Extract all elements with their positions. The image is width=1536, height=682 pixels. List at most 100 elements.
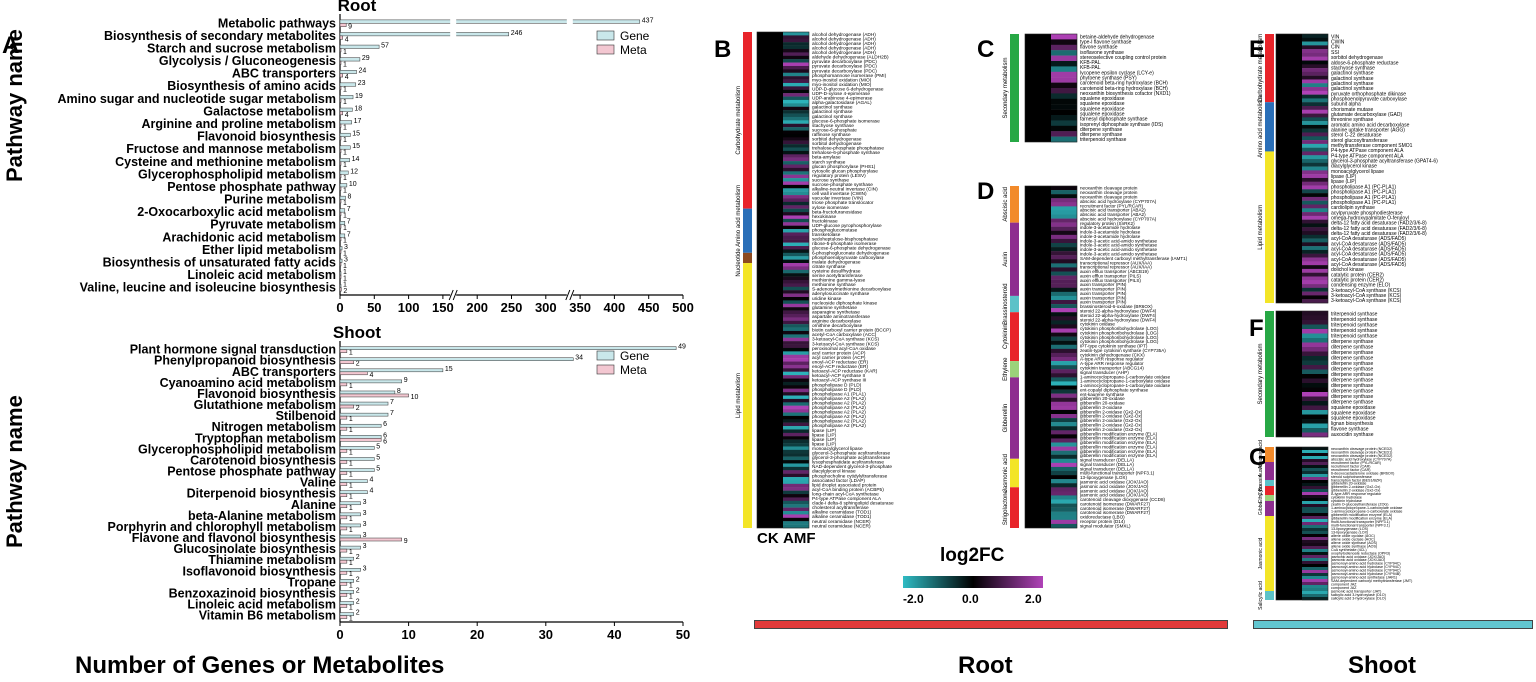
heatmap-cell — [1302, 223, 1328, 228]
heatmap-cell — [783, 208, 809, 213]
meta-bar — [339, 349, 348, 353]
gene-label: neoxanthin cleavage protein (NCED2) — [1331, 454, 1392, 458]
gene-label: A-type ARR response regulator — [1331, 492, 1382, 496]
gene-label: VIN — [1331, 34, 1340, 40]
meta-bar — [339, 123, 342, 128]
x-tick-label: 50 — [367, 300, 381, 315]
gene-label: gibberellin 2-oxidase (Gx2-Ox) — [1080, 418, 1143, 423]
heatmap-cell — [1051, 357, 1077, 362]
gene-label: neutral ceramidase (NCER) — [812, 519, 871, 525]
gene-value-label: 7 — [347, 219, 351, 226]
category-label: Glucosinolate biosynthesis — [173, 542, 336, 556]
heatmap-cell — [1051, 190, 1077, 195]
heatmap-cell — [1051, 283, 1077, 288]
gene-label: glutamate decarboxylase (GAD) — [1331, 112, 1402, 118]
gene-label: phospholipase A2 (PLA2) — [812, 423, 866, 429]
gene-label: alcohol dehydrogenase (ADH) — [812, 41, 876, 47]
legend-gene-swatch — [596, 30, 615, 41]
gene-label: 13-lipoxygenase (LOX) — [1331, 530, 1368, 534]
gene-label: triterpenoid synthase — [1331, 328, 1378, 334]
heatmap-cell — [1302, 71, 1328, 76]
category-label: Valine, leucine and isoleucine biosynthe… — [80, 281, 336, 295]
heatmap-cell — [1051, 109, 1077, 116]
gene-label: gibberellin modification enzyme (ELA) — [1080, 440, 1158, 445]
heatmap-cell — [1302, 423, 1328, 429]
gene-label: aldose-6-phosphate reductase — [1331, 60, 1399, 66]
gene-label: jasmonoyl-amino acid hydrolase (CYP94C) — [1330, 569, 1401, 573]
gene-label: ornithine decarboxylase — [812, 323, 863, 329]
ck-column — [1276, 311, 1302, 437]
gene-label: lysophosphatidate acyltransferase — [812, 460, 884, 466]
gene-bar — [339, 368, 444, 373]
gene-label: arginine decarboxylase — [812, 319, 861, 325]
heatmap-cell — [1302, 555, 1328, 559]
heatmap-cell — [1302, 567, 1328, 571]
gene-label: indole-3-acetic acid-amido synthetase — [1080, 243, 1158, 248]
heatmap-cell — [783, 252, 809, 257]
heatmap-cell — [1051, 194, 1077, 199]
heatmap-cell — [1302, 87, 1328, 92]
meta-value-label: 1 — [349, 593, 353, 600]
category-label: Ether lipid metabolism — [202, 243, 336, 257]
gene-label: oxidoreductase (LBO) — [1080, 515, 1125, 520]
heatmap-cell — [1302, 212, 1328, 217]
heatmap-cell — [1051, 426, 1077, 431]
gene-value-label: 15 — [445, 366, 453, 373]
heatmap-cell — [783, 334, 809, 338]
heatmap-cell — [783, 371, 809, 376]
heatmap-cell — [1051, 361, 1077, 366]
gene-label: squalene epoxidase — [1080, 96, 1125, 102]
gene-label: gibberellin modification enzyme (ELA) — [1080, 431, 1158, 436]
gene-label: acyl-CoA desaturase (ADS/FAD5) — [1331, 241, 1406, 247]
gene-label: lipase (LIP) — [812, 432, 837, 438]
category-label: Glycerophospholipid metabolism — [138, 167, 336, 181]
heatmap-cell — [783, 286, 809, 291]
category-label: Plant hormone signal transduction — [130, 343, 336, 357]
gene-label: pyruvate decarboxylase (PDC) — [812, 68, 877, 74]
heatmap-cell — [1302, 272, 1328, 277]
heatmap-cell — [783, 439, 809, 444]
heatmap-cell — [783, 317, 809, 321]
heatmap-cell — [1051, 98, 1077, 105]
gene-label: gibberellin modification enzyme (ELA) — [1080, 453, 1158, 458]
gene-label: squalene epoxidase — [1331, 416, 1376, 422]
heatmap-cell — [783, 415, 809, 420]
category-label: Biosynthesis of secondary metabolites — [104, 29, 336, 43]
meta-value-label: 1 — [349, 549, 353, 556]
gene-label: sorbitol dehydrogenase — [812, 137, 862, 143]
group-label: Secondary metabolism — [1003, 57, 1009, 118]
heatmap-cell — [783, 419, 809, 423]
heatmap-cell — [783, 320, 809, 325]
gene-value-label: 3 — [363, 532, 367, 539]
heatmap-cell — [783, 246, 809, 250]
meta-value-label: 1 — [343, 250, 347, 257]
gene-label: carotenoid isomerase (DWARF27) — [1080, 501, 1151, 506]
heatmap-cell — [1302, 594, 1328, 598]
heatmap-cell — [1051, 202, 1077, 207]
heatmap-cell — [1051, 50, 1077, 56]
gene-label: recruitment factor (CAR) — [1331, 464, 1370, 468]
heatmap-cell — [783, 198, 809, 203]
heatmap-cell — [783, 432, 809, 437]
heatmap-cell — [1302, 68, 1328, 73]
heatmap-cell — [783, 35, 809, 39]
gene-label: phospholipase A2 (PLA2) — [812, 419, 866, 425]
gene-label: acylpyruvate phosphodiesterase — [1331, 210, 1403, 216]
group-color-bar — [1265, 151, 1274, 303]
gene-label: indole-3-acetamide hydrolase — [1080, 234, 1141, 239]
meta-value-label: 10 — [411, 394, 419, 401]
heatmap-cell — [1302, 428, 1328, 433]
gene-value-label: 3 — [344, 257, 348, 264]
gene-label: transcriptional repressor (AUX/IAA) — [1080, 260, 1152, 265]
heatmap-cell — [1051, 324, 1077, 329]
heatmap-cell — [1051, 271, 1077, 276]
heatmap-cell — [1302, 516, 1328, 520]
gene-label: allene oxide synthase (AOS) — [1331, 544, 1377, 548]
gene-label: uridine kinase — [812, 296, 842, 302]
meta-value-label: 1 — [343, 263, 347, 270]
category-label: Flavonoid biosynthesis — [197, 130, 336, 144]
gene-label: enoyl-ACP reductase (ER) — [812, 364, 868, 370]
heatmap-cell — [783, 483, 809, 488]
